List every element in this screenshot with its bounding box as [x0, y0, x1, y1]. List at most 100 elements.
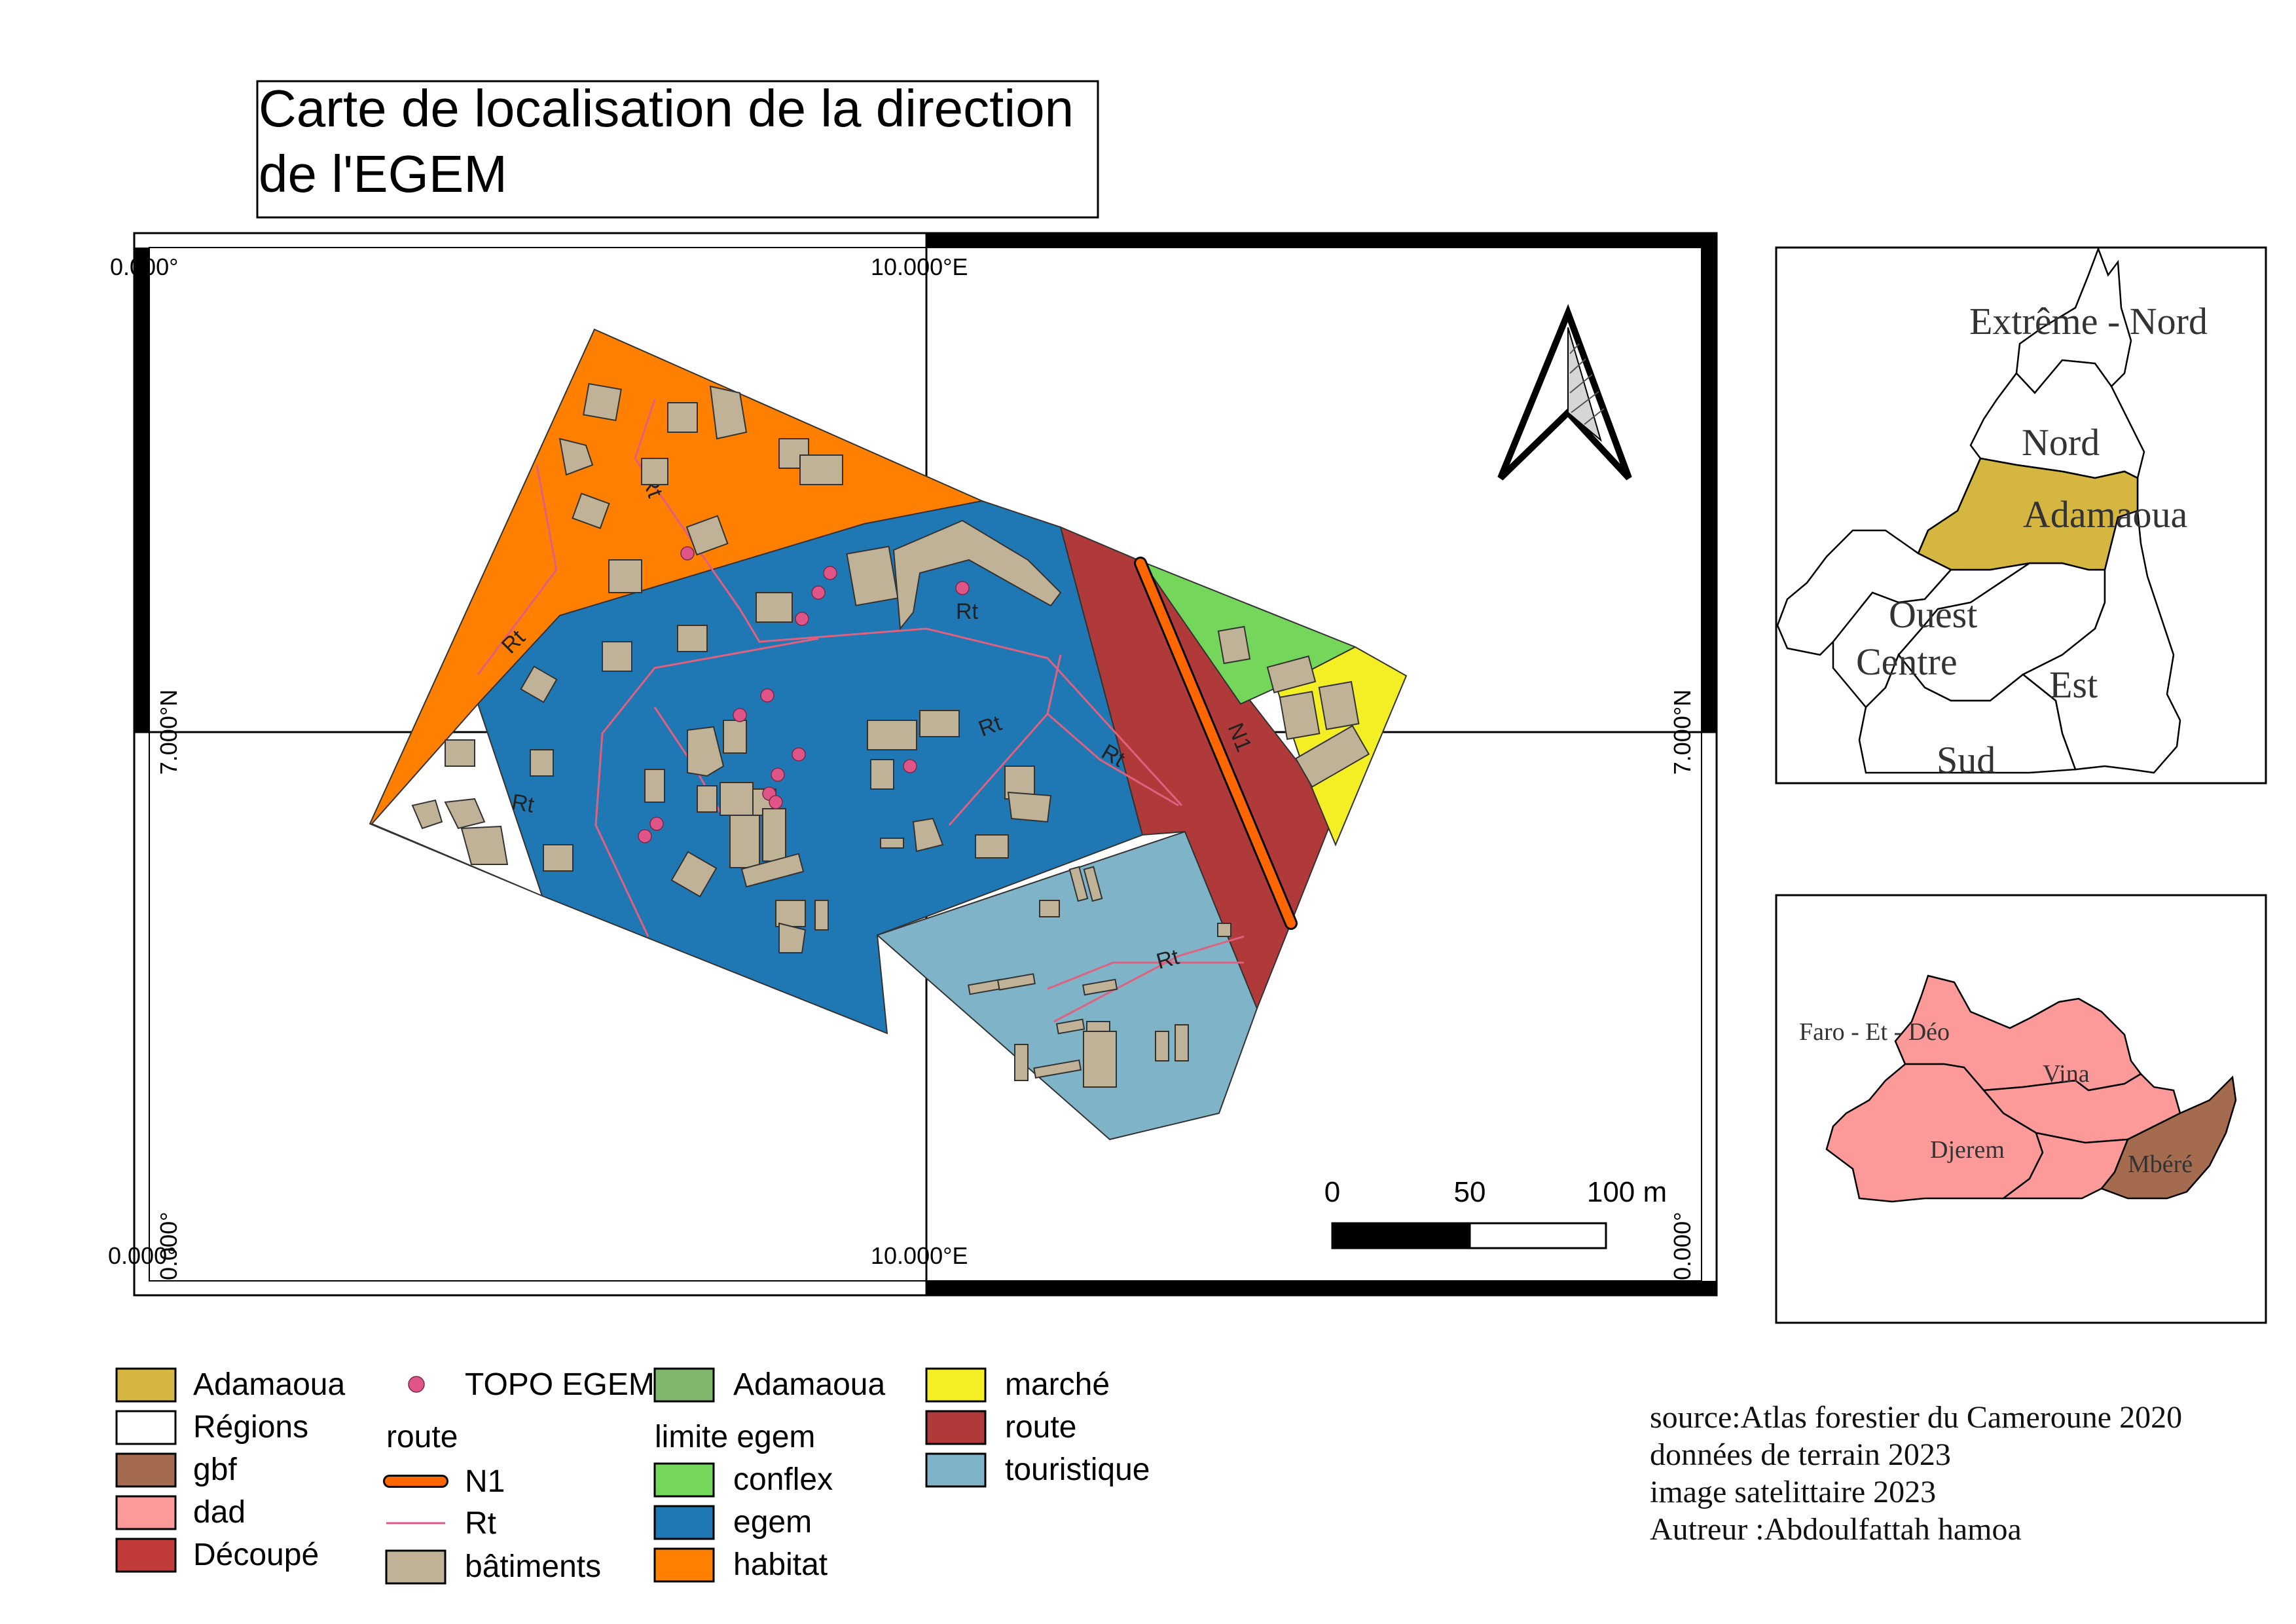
building	[1033, 1059, 1082, 1079]
building	[1055, 1018, 1085, 1035]
building	[778, 922, 807, 953]
building	[799, 454, 843, 485]
building	[912, 817, 944, 853]
rt-road	[594, 637, 819, 937]
buildings	[411, 382, 1370, 1088]
building	[644, 769, 665, 803]
grid-label-bottom-center: 10.000°E	[871, 1242, 968, 1269]
legend-label-regions: Régions	[193, 1410, 308, 1445]
topo-point	[811, 585, 826, 600]
scale-tick-100: 100 m	[1587, 1176, 1667, 1208]
building	[1039, 900, 1060, 917]
building	[411, 799, 443, 830]
building	[740, 853, 805, 888]
legend-col1: Adamaoua Régions gbf dad Découpé	[115, 1367, 345, 1573]
label-est: Est	[2049, 663, 2098, 706]
legend-swatch-habitat	[653, 1547, 715, 1583]
building	[892, 519, 1062, 631]
scale-bar-black-segment	[1331, 1222, 1471, 1249]
department-djerem-west	[1825, 1063, 2044, 1203]
building	[756, 592, 793, 623]
building	[1266, 655, 1317, 693]
building	[608, 559, 642, 593]
map-title-line2: de l'EGEM	[259, 145, 507, 203]
building	[1217, 625, 1251, 665]
building	[530, 749, 554, 777]
building	[729, 815, 760, 868]
label-nord: Nord	[2022, 421, 2100, 464]
grid-label-right-middle: 7.000°N	[1669, 690, 1696, 775]
topo-point	[795, 612, 809, 626]
building	[1068, 866, 1089, 902]
building	[641, 458, 668, 485]
inset-adamaoua: Faro - Et - Déo Vina Djerem Mbéré	[1775, 894, 2267, 1324]
building	[1318, 680, 1360, 730]
n1-road	[1136, 559, 1296, 928]
adamaoua-department-labels: Faro - Et - Déo Vina Djerem Mbéré	[1799, 1018, 2193, 1178]
topo-point	[769, 795, 783, 809]
frame-bar-top	[926, 233, 1717, 248]
department-djerem	[2001, 1132, 2129, 1200]
title-box: Carte de localisation de la direction de…	[256, 79, 1099, 219]
rt-label: Rt	[510, 789, 537, 817]
building	[1014, 1044, 1029, 1081]
legend-swatch-route	[925, 1410, 987, 1445]
building	[670, 851, 718, 898]
building	[583, 382, 622, 422]
topo-point	[760, 688, 774, 703]
topo-point	[955, 581, 970, 595]
legend-label-n1: N1	[465, 1464, 505, 1499]
credits: source:Atlas forestier du Cameroune 2020…	[1650, 1400, 2182, 1547]
legend-swatch-marche	[925, 1367, 987, 1403]
frame-bar-right	[1702, 248, 1717, 732]
label-centre: Centre	[1856, 640, 1958, 683]
building	[543, 844, 574, 872]
building	[1083, 866, 1103, 902]
grid-label-bottom-left-vertical: 0.000°	[155, 1212, 182, 1280]
building	[1217, 923, 1231, 937]
building	[1279, 690, 1321, 740]
label-mbere: Mbéré	[2128, 1151, 2193, 1178]
legend-col2: TOPO EGEM route N1 Rt bâtiments	[383, 1367, 655, 1585]
legend-swatch-adamaoua-green	[653, 1367, 715, 1403]
main-map: 0.000° 10.000°E 7.000°N 7.000°N 0.000° 0…	[108, 232, 1718, 1297]
building	[1086, 1021, 1110, 1032]
building	[460, 825, 509, 865]
topo-point	[733, 708, 747, 722]
legend-label-marche: marché	[1005, 1367, 1110, 1402]
frame-bar-bottom	[926, 1281, 1717, 1295]
map-title-line1: Carte de localisation de la direction	[259, 79, 1074, 138]
label-vina: Vina	[2043, 1060, 2090, 1088]
building	[1175, 1024, 1189, 1061]
building	[723, 720, 747, 754]
grid-label-left-middle: 7.000°N	[155, 690, 182, 775]
building	[720, 782, 754, 816]
credit-satellite: image satelittaire 2023	[1650, 1475, 1936, 1509]
grid-label-bottom-left: 0.000°	[108, 1242, 176, 1269]
legend-symbol-topo	[408, 1376, 425, 1393]
cameroon-region-labels: Extrême - Nord Nord Adamaoua Ouest Centr…	[1856, 300, 2208, 781]
building	[975, 834, 1009, 858]
cameroon-regions	[1776, 246, 2181, 774]
building	[1294, 724, 1370, 788]
topo-point	[649, 817, 664, 831]
building	[685, 515, 729, 556]
topo-point	[792, 747, 806, 762]
building	[1155, 1031, 1169, 1061]
label-adamaoua: Adamaoua	[2023, 493, 2187, 536]
building	[846, 545, 899, 606]
legend-col4: marché route touristique	[925, 1367, 1150, 1488]
label-sud: Sud	[1937, 739, 1995, 781]
building	[444, 798, 486, 830]
legend-label-conflex: conflex	[733, 1462, 833, 1497]
rt-label: Rt	[956, 599, 979, 624]
legend-col3: Adamaoua limite egem conflex egem habita…	[653, 1367, 885, 1583]
legend-group-limite-egem: limite egem	[655, 1420, 815, 1454]
topo-point	[638, 829, 652, 843]
building	[867, 720, 917, 750]
building	[558, 437, 594, 476]
building	[880, 838, 904, 849]
building	[572, 492, 610, 529]
zone-egem	[477, 500, 1144, 1035]
rt-road	[477, 464, 558, 675]
